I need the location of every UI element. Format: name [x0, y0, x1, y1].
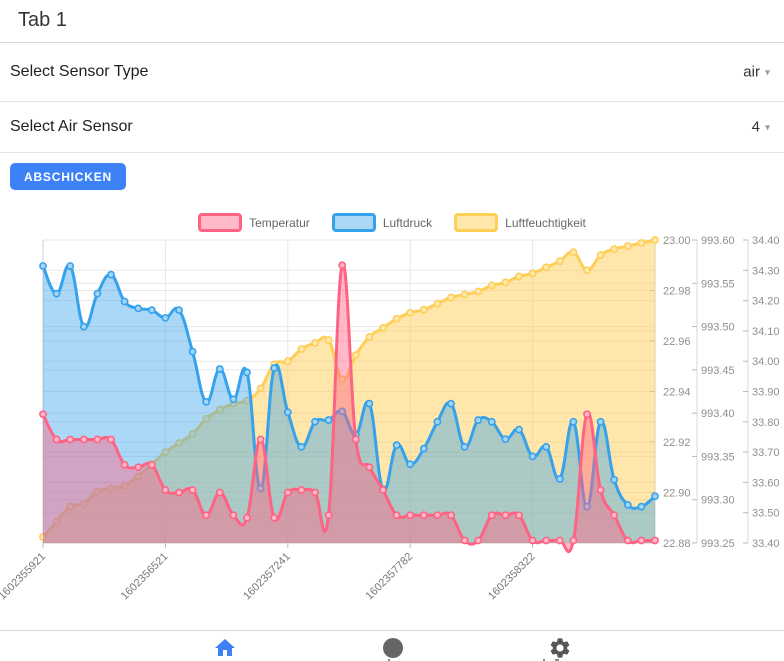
svg-text:34.00: 34.00: [752, 356, 780, 368]
svg-text:23.00: 23.00: [663, 235, 691, 247]
svg-text:993.35: 993.35: [701, 451, 735, 463]
tab-settings[interactable]: [548, 636, 572, 660]
svg-text:993.50: 993.50: [701, 322, 735, 334]
air-sensor-label: Select Air Sensor: [10, 118, 133, 135]
svg-text:22.96: 22.96: [663, 336, 691, 348]
svg-text:1602356521: 1602356521: [119, 551, 171, 603]
svg-text:33.60: 33.60: [752, 477, 780, 489]
svg-text:33.80: 33.80: [752, 417, 780, 429]
page-title: Tab 1: [18, 9, 67, 31]
legend-item-luftdruck[interactable]: Luftdruck: [331, 213, 433, 232]
gear-icon: [550, 638, 570, 658]
svg-text:993.60: 993.60: [701, 235, 735, 247]
svg-text:22.90: 22.90: [663, 488, 691, 500]
legend-item-luftfeuchtigkeit[interactable]: Luftfeuchtigkeit: [454, 213, 586, 232]
chevron-down-icon: ▾: [764, 122, 770, 134]
legend-label-temperatur: Temperatur: [249, 215, 310, 230]
legend-label-luftdruck: Luftdruck: [382, 215, 433, 230]
svg-text:993.30: 993.30: [701, 495, 735, 507]
svg-text:22.94: 22.94: [663, 387, 691, 399]
air-sensor-select[interactable]: 4 ▾: [752, 119, 770, 136]
submit-button[interactable]: ABSCHICKEN: [10, 163, 127, 190]
header: Tab 1: [0, 0, 784, 43]
legend-swatch-luftfeuchtigkeit: [454, 213, 499, 232]
chart-legend: Temperatur Luftdruck Luftfeuchtigkeit: [0, 213, 784, 232]
air-sensor-value: 4: [751, 118, 760, 136]
svg-text:33.70: 33.70: [752, 447, 780, 459]
svg-text:993.45: 993.45: [701, 365, 735, 377]
svg-text:1602358322: 1602358322: [486, 551, 538, 603]
svg-text:22.92: 22.92: [663, 437, 691, 449]
sensor-chart: 23.00 22.98 22.96 22.94 22.92 22.90 22.88 993.6…: [0, 200, 784, 625]
sensor-type-select[interactable]: air ▾: [743, 64, 770, 81]
svg-text:1602357782: 1602357782: [364, 551, 416, 603]
tab-bar: [0, 630, 784, 661]
svg-text:33.50: 33.50: [752, 508, 780, 520]
circle-icon: [383, 638, 403, 658]
svg-text:1602355921: 1602355921: [0, 551, 48, 603]
svg-text:34.40: 34.40: [752, 235, 780, 247]
svg-text:1602357241: 1602357241: [241, 551, 293, 603]
home-icon: [215, 639, 235, 656]
tab-home[interactable]: [213, 636, 237, 660]
svg-text:33.90: 33.90: [752, 387, 780, 399]
sensor-type-label: Select Sensor Type: [10, 63, 149, 80]
svg-text:993.25: 993.25: [701, 538, 735, 550]
svg-text:34.20: 34.20: [752, 296, 780, 308]
air-sensor-row: Select Air Sensor 4 ▾: [0, 102, 784, 153]
tab-circle[interactable]: [381, 636, 405, 660]
svg-text:34.10: 34.10: [752, 326, 780, 338]
tab-label-cutoff: [543, 659, 545, 661]
tab-label-cutoff: [388, 659, 390, 661]
svg-text:22.88: 22.88: [663, 538, 691, 550]
tab-label-cutoff: [555, 659, 559, 661]
svg-text:34.30: 34.30: [752, 265, 780, 277]
sensor-type-row: Select Sensor Type air ▾: [0, 43, 784, 102]
legend-swatch-luftdruck: [331, 213, 376, 232]
svg-text:22.98: 22.98: [663, 286, 691, 298]
svg-text:993.55: 993.55: [701, 278, 735, 290]
svg-text:993.40: 993.40: [701, 408, 735, 420]
legend-item-temperatur[interactable]: Temperatur: [198, 213, 310, 232]
sensor-type-value: air: [743, 63, 760, 81]
chevron-down-icon: ▾: [764, 67, 770, 79]
legend-label-luftfeuchtigkeit: Luftfeuchtigkeit: [505, 215, 586, 230]
svg-text:33.40: 33.40: [752, 538, 780, 550]
legend-swatch-temperatur: [198, 213, 243, 232]
chart-canvas: 23.00 22.98 22.96 22.94 22.92 22.90 22.88 993.6…: [0, 235, 780, 603]
